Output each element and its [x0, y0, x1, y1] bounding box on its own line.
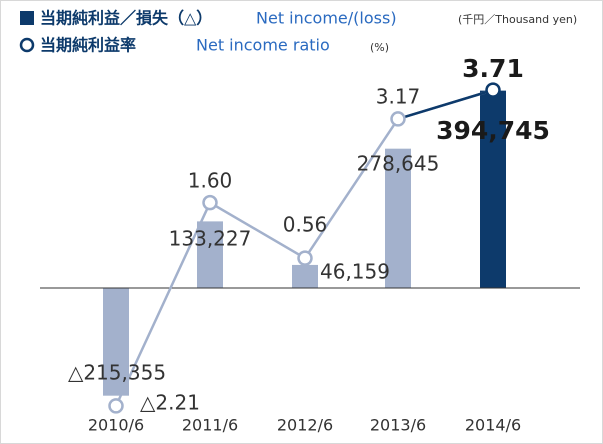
legend-bar-unit: (千円／Thousand yen)	[458, 13, 577, 26]
legend-line-en: Net income ratio	[196, 36, 330, 55]
bar	[292, 264, 318, 288]
legend-bar-ja: 当期純利益／損失（△）	[40, 9, 212, 28]
bar	[197, 221, 223, 288]
bar	[103, 288, 129, 396]
bar-value-label: 278,645	[357, 152, 440, 176]
bar-value-label: 394,745	[436, 116, 550, 145]
legend-bar-en: Net income/(loss)	[256, 9, 397, 28]
ratio-marker	[297, 250, 313, 266]
legend-circle	[19, 37, 35, 53]
ratio-value-label: 0.56	[283, 213, 328, 237]
ratio-marker	[108, 398, 124, 414]
x-tick-label: 2014/6	[465, 416, 521, 435]
ratio-value-label: 1.60	[188, 169, 233, 193]
bar-value-label: 133,227	[169, 227, 252, 251]
ratio-line-last	[397, 88, 494, 121]
ratio-value-label: 3.71	[462, 54, 524, 83]
x-tick-label: 2010/6	[88, 416, 144, 435]
legend-line-ja: 当期純利益率	[40, 36, 136, 55]
ratio-value-label: 3.17	[376, 85, 421, 109]
ratio-value-label: △2.21	[140, 391, 200, 415]
x-tick-label: 2012/6	[277, 416, 333, 435]
bar-value-label: 46,159	[320, 260, 390, 284]
x-tick-label: 2013/6	[370, 416, 426, 435]
bar	[385, 148, 411, 288]
legend-square	[20, 11, 34, 25]
legend-line-unit: (%)	[370, 41, 389, 54]
x-tick-label: 2011/6	[182, 416, 238, 435]
ratio-marker	[202, 194, 218, 211]
bar	[480, 90, 506, 288]
bar-value-label: △215,355	[68, 361, 166, 385]
ratio-marker	[485, 82, 501, 98]
ratio-marker	[390, 111, 406, 127]
